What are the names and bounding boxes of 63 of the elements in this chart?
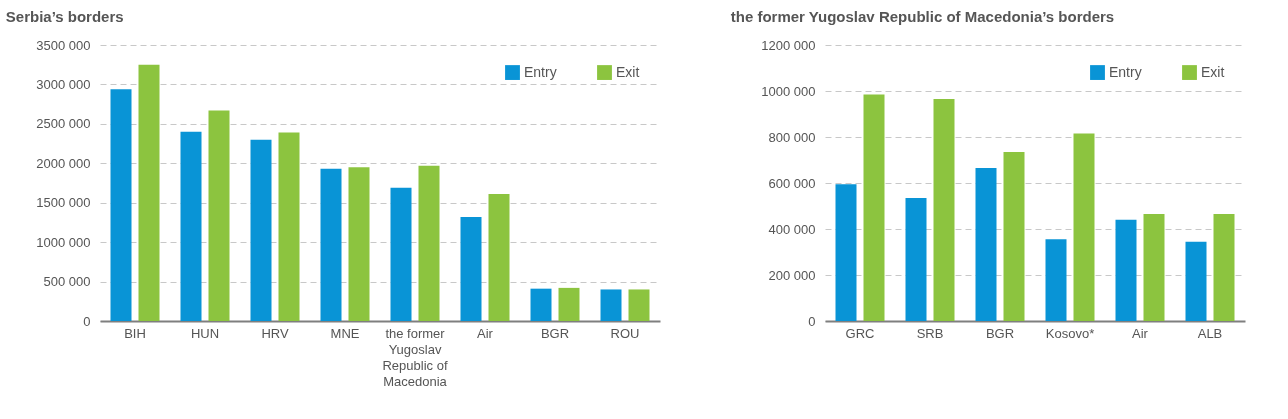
x-tick-label: Air bbox=[1132, 325, 1149, 341]
bar bbox=[1045, 239, 1067, 321]
x-tick-label: Kosovo* bbox=[1045, 325, 1095, 341]
bar bbox=[250, 139, 272, 321]
x-tick-label: ALB bbox=[1197, 325, 1223, 341]
bar bbox=[558, 287, 580, 321]
x-tick-label: BIH bbox=[124, 325, 146, 341]
y-tick-label: 1500 000 bbox=[36, 195, 91, 211]
bar bbox=[975, 168, 997, 321]
chart-title: the former Yugoslav Republic of Macedonia’s borders bbox=[730, 8, 1115, 25]
legend-label: Entry bbox=[1109, 63, 1142, 80]
x-tick-label: SRB bbox=[916, 325, 944, 341]
y-tick-label: 3500 000 bbox=[36, 37, 91, 53]
bar bbox=[208, 110, 230, 321]
bar bbox=[460, 216, 482, 321]
bar bbox=[863, 94, 885, 321]
y-tick-label: 600 000 bbox=[768, 175, 816, 191]
bar bbox=[110, 89, 132, 321]
x-tick-label: HRV bbox=[261, 325, 289, 341]
y-tick-label: 500 000 bbox=[43, 274, 91, 290]
bar bbox=[1003, 151, 1025, 321]
bar bbox=[278, 132, 300, 321]
y-tick-label: 0 bbox=[808, 313, 816, 329]
bar bbox=[905, 197, 927, 321]
bar bbox=[180, 131, 202, 321]
bar bbox=[1143, 214, 1165, 321]
x-tick-label: GRC bbox=[845, 325, 875, 341]
x-tick-label: HUN bbox=[190, 325, 220, 341]
bar bbox=[933, 99, 955, 321]
x-tick-label: ROU bbox=[610, 325, 640, 341]
legend-label: Exit bbox=[1201, 63, 1225, 80]
legend-label: Entry bbox=[524, 63, 557, 80]
x-tick-label: Air bbox=[477, 325, 494, 341]
y-tick-label: 2000 000 bbox=[36, 155, 91, 171]
x-tick-label: MNE bbox=[330, 325, 360, 341]
chart-title: Serbia’s borders bbox=[5, 8, 124, 25]
y-tick-label: 1200 000 bbox=[761, 37, 816, 53]
bar bbox=[390, 187, 412, 321]
legend-label: Exit bbox=[616, 63, 640, 80]
y-tick-label: 3000 000 bbox=[36, 76, 91, 92]
bar bbox=[1115, 219, 1137, 321]
bar bbox=[1073, 133, 1095, 321]
bar bbox=[530, 288, 552, 321]
bar bbox=[138, 64, 160, 321]
bar bbox=[348, 167, 370, 321]
bar bbox=[600, 289, 622, 321]
bar bbox=[835, 184, 857, 321]
bar bbox=[1185, 241, 1207, 321]
y-tick-label: 2500 000 bbox=[36, 116, 91, 132]
y-tick-label: 1000 000 bbox=[761, 83, 816, 99]
y-tick-label: 0 bbox=[83, 313, 91, 329]
bar bbox=[1213, 214, 1235, 321]
bar bbox=[418, 165, 440, 321]
x-tick-label: the former Yugoslav Republic of Macedonia bbox=[382, 325, 448, 389]
y-tick-label: 800 000 bbox=[768, 129, 816, 145]
bar bbox=[320, 168, 342, 321]
x-tick-label: BGR bbox=[540, 325, 570, 341]
y-tick-label: 200 000 bbox=[768, 267, 816, 283]
bar bbox=[488, 194, 510, 321]
y-tick-label: 400 000 bbox=[768, 221, 816, 237]
bar bbox=[628, 289, 650, 321]
x-tick-label: BGR bbox=[985, 325, 1015, 341]
y-tick-label: 1000 000 bbox=[36, 234, 91, 250]
